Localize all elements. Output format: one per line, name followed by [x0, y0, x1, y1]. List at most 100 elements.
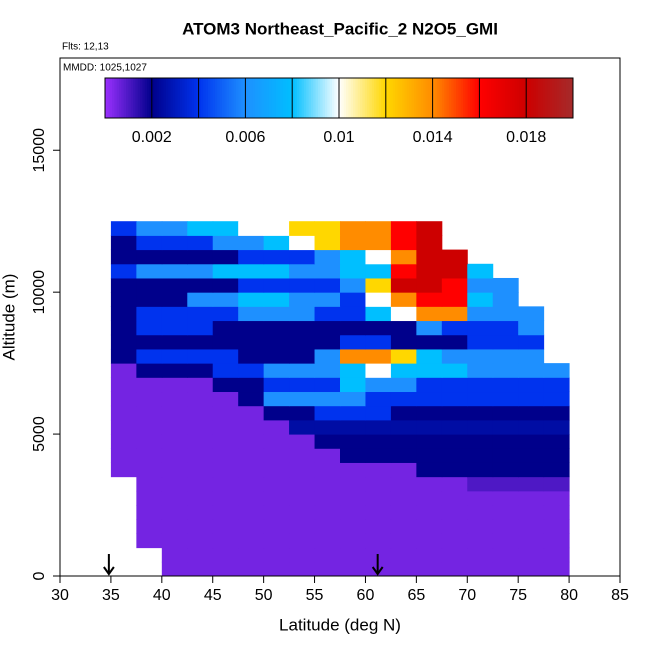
heat-cell — [518, 547, 545, 563]
colorbar-swatch — [198, 78, 202, 118]
heat-cell — [467, 448, 494, 463]
colorbar-swatch — [313, 78, 317, 118]
heat-cell — [390, 448, 417, 463]
heat-cell — [390, 348, 417, 364]
colorbar-swatch — [441, 78, 445, 118]
heat-cell — [187, 363, 214, 378]
heat-cell — [340, 462, 366, 478]
heat-cell — [340, 448, 366, 463]
heat-cell — [238, 462, 265, 478]
heat-cell — [289, 363, 316, 378]
colorbar-swatch — [147, 78, 150, 118]
heat-cell — [390, 363, 417, 378]
colorbar-swatch — [261, 78, 265, 118]
heat-cell — [161, 462, 188, 478]
heat-cell — [136, 221, 163, 236]
heat-cell — [441, 419, 468, 435]
heat-cell — [365, 320, 392, 336]
heat-cell — [212, 505, 239, 520]
heat-cell — [212, 561, 239, 577]
heat-cell — [441, 320, 468, 336]
colorbar-swatch — [561, 78, 565, 118]
colorbar-swatch — [523, 78, 527, 118]
heat-cell — [110, 391, 137, 407]
heat-cell — [110, 263, 137, 279]
heat-cell — [518, 476, 545, 492]
colorbar-swatch — [273, 78, 277, 118]
heat-cell — [340, 348, 366, 364]
heat-cell — [467, 561, 494, 577]
colorbar-swatch — [257, 78, 260, 118]
heat-cell — [441, 476, 468, 492]
colorbar-swatch — [395, 78, 398, 118]
heat-cell — [289, 462, 316, 478]
colorbar-frame — [104, 77, 574, 119]
heat-cell — [212, 306, 239, 322]
heat-cell — [467, 334, 494, 350]
heat-cell — [110, 348, 137, 364]
colorbar-swatch — [418, 78, 422, 118]
heat-cell — [136, 419, 163, 435]
heat-cell — [441, 249, 468, 265]
heat-cell — [263, 490, 290, 506]
heat-cell — [263, 519, 290, 534]
x-tick-label: 60 — [357, 587, 375, 604]
heat-cell — [263, 476, 290, 492]
colorbar-swatch — [170, 78, 174, 118]
heat-cell — [441, 405, 468, 421]
heat-cell — [365, 334, 392, 350]
heat-cell — [340, 547, 366, 563]
heat-cell — [289, 263, 316, 279]
heat-cell — [263, 448, 290, 463]
heat-cell — [365, 434, 392, 449]
colorbar-swatch — [233, 78, 237, 118]
colorbar-swatch — [376, 78, 380, 118]
colorbar-swatch — [360, 78, 363, 118]
heat-cell — [340, 306, 366, 322]
heat-cell — [238, 306, 265, 322]
colorbar-swatch — [128, 78, 132, 118]
heat-cell — [161, 405, 188, 421]
heat-cell — [365, 448, 392, 463]
colorbar-swatch — [432, 78, 436, 118]
x-axis-label: Latitude (deg N) — [279, 615, 401, 634]
heat-cell — [238, 391, 265, 407]
heat-cell — [314, 462, 341, 478]
heat-cell — [518, 391, 545, 407]
heat-cell — [390, 235, 417, 251]
heat-cell — [187, 235, 214, 251]
heat-cell — [263, 391, 290, 407]
heat-cell — [416, 434, 443, 449]
heat-cell — [340, 476, 366, 492]
heat-cell — [289, 306, 316, 322]
heat-cell — [492, 277, 519, 293]
heat-cell — [263, 419, 290, 435]
colorbar-swatch — [135, 78, 139, 118]
colorbar-swatch — [549, 78, 553, 118]
heat-cell — [263, 561, 290, 577]
heat-cell — [416, 363, 443, 378]
heat-cell — [492, 476, 519, 492]
heat-cell — [467, 348, 494, 364]
heat-cell — [543, 519, 570, 534]
colorbar-swatch — [105, 78, 108, 118]
colorbar-swatch — [182, 78, 186, 118]
heat-cell — [187, 505, 214, 520]
colorbar-swatch — [224, 78, 228, 118]
heat-cell — [340, 434, 366, 449]
colorbar-swatch — [196, 78, 200, 118]
heat-cell — [161, 547, 188, 563]
heat-cell — [263, 277, 290, 293]
colorbar-swatch — [509, 78, 513, 118]
colorbar-swatch — [149, 78, 153, 118]
heat-cell — [263, 377, 290, 393]
colorbar-swatch — [336, 78, 340, 118]
heat-cell — [518, 490, 545, 506]
heat-cell — [110, 462, 137, 478]
colorbar-swatch — [458, 78, 462, 118]
heat-cell — [136, 320, 163, 336]
colorbar-swatch — [484, 78, 487, 118]
heat-cell — [238, 263, 265, 279]
heat-cell — [314, 249, 341, 265]
heat-cell — [187, 419, 214, 435]
